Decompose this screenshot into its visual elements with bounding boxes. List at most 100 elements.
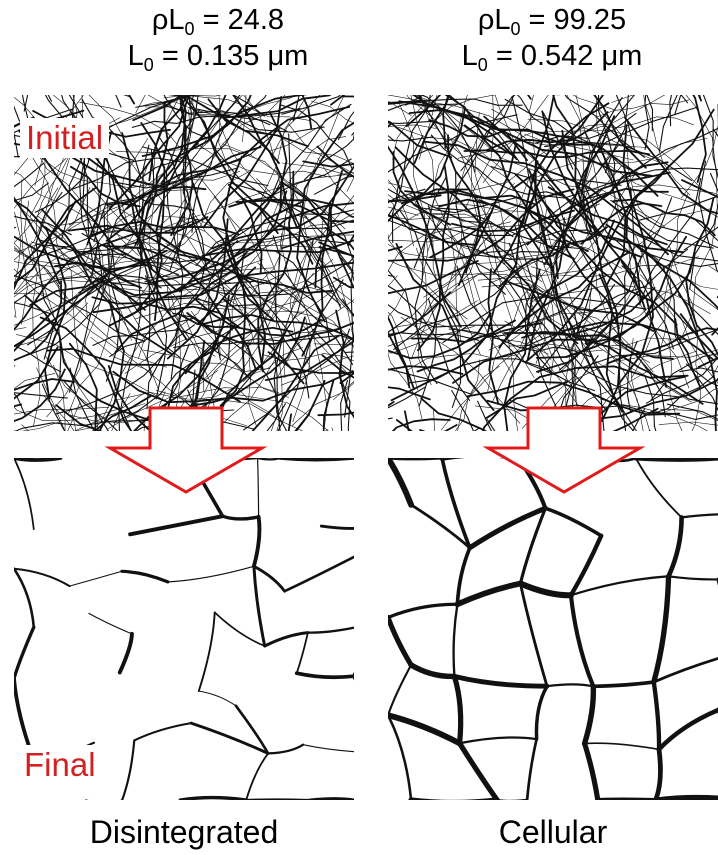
fiber-strand	[121, 132, 211, 261]
fiber-strand	[388, 136, 433, 142]
fiber-strand	[140, 122, 166, 321]
fiber-strand	[184, 95, 206, 232]
fiber-strand	[78, 274, 162, 294]
fiber-strand	[131, 114, 288, 132]
fiber-strand	[388, 100, 412, 116]
fiber-strand	[533, 166, 594, 272]
fiber-strand	[243, 95, 316, 339]
fiber-strand	[388, 386, 431, 401]
fiber-strand	[388, 300, 478, 347]
fiber-strand	[208, 239, 239, 361]
fiber-strand	[405, 95, 442, 127]
fiber-strand	[398, 101, 428, 292]
fiber-strand	[218, 95, 231, 173]
fiber-strand	[584, 197, 715, 345]
right-density-label: ρL0 = 99.25	[477, 4, 627, 39]
fiber-strand	[14, 196, 61, 285]
fiber-strand	[388, 188, 521, 214]
fiber-strand	[44, 95, 69, 125]
fiber-strand	[526, 95, 532, 100]
fiber-strand	[264, 340, 354, 381]
fiber-strand	[165, 243, 255, 343]
fiber-strand	[388, 188, 426, 204]
fiber-strand	[222, 143, 346, 230]
fiber-strand	[632, 184, 718, 195]
network-edge	[189, 721, 270, 755]
network-edge	[198, 690, 237, 707]
fiber-strand	[639, 250, 718, 267]
fiber-strand	[75, 218, 199, 253]
fiber-strand	[604, 95, 629, 174]
fiber-strand	[227, 183, 314, 265]
fiber-strand	[83, 95, 222, 133]
fiber-strand	[626, 340, 638, 414]
fiber-strand	[420, 397, 488, 431]
fiber-strand	[79, 102, 237, 232]
network-edge	[568, 593, 596, 689]
network-edge	[666, 515, 684, 579]
network-edge	[388, 663, 413, 717]
fiber-strand	[67, 402, 81, 431]
fiber-strand	[68, 342, 98, 431]
network-edge	[595, 797, 658, 800]
fiber-strand	[473, 428, 479, 431]
fiber-strand	[388, 214, 475, 246]
fiber-strand	[388, 120, 453, 159]
network-edge	[458, 736, 538, 745]
network-edge	[569, 575, 670, 597]
network-edge	[14, 567, 71, 588]
network-edge	[245, 752, 270, 800]
fiber-strand	[91, 296, 241, 329]
left-initial-network	[14, 95, 354, 431]
fiber-strand	[410, 95, 462, 345]
fiber-strand	[430, 95, 468, 198]
fiber-strand	[530, 138, 708, 181]
fiber-strand	[23, 95, 29, 112]
fiber-strand	[472, 234, 622, 269]
fiber-strand	[524, 256, 552, 372]
fiber-strand	[14, 421, 60, 431]
fiber-strand	[142, 146, 269, 187]
fiber-strand	[190, 310, 289, 398]
fiber-strand	[488, 307, 612, 351]
fiber-strand	[139, 289, 218, 431]
fiber-strand	[92, 190, 288, 314]
left-length-label: L0 = 0.135 μm	[127, 40, 309, 75]
fiber-strand	[340, 379, 349, 431]
fiber-strand	[561, 318, 616, 372]
fiber-strand	[542, 112, 695, 334]
fiber-strand	[388, 98, 523, 112]
network-edge	[388, 458, 444, 461]
network-edge	[409, 503, 472, 550]
fiber-strand	[616, 225, 718, 262]
fiber-strand	[324, 226, 354, 251]
fiber-strand	[535, 285, 711, 314]
fiber-strand	[318, 246, 354, 257]
network-edge	[388, 614, 414, 668]
fiber-strand	[219, 284, 247, 407]
left-caption: Disintegrated	[89, 814, 279, 850]
network-edge	[634, 458, 683, 519]
fiber-strand	[211, 164, 354, 250]
fiber-strand	[170, 386, 279, 399]
fiber-strand	[115, 95, 122, 108]
fiber-strand	[534, 112, 637, 144]
fiber-strand	[658, 421, 718, 426]
fiber-strand	[388, 100, 462, 106]
fiber-strand	[643, 95, 691, 196]
fiber-strand	[123, 95, 132, 98]
fiber-strand	[120, 208, 232, 284]
fiber-strand	[689, 95, 718, 290]
fiber-strand	[418, 95, 438, 160]
fiber-strand	[457, 365, 500, 431]
fiber-strand	[638, 195, 718, 221]
fiber-strand	[67, 224, 252, 284]
fiber-strand	[514, 173, 620, 329]
fiber-strand	[217, 284, 243, 357]
fiber-strand	[216, 113, 308, 219]
fiber-strand	[388, 203, 525, 240]
network-edge	[440, 458, 472, 550]
fiber-strand	[14, 211, 22, 319]
fiber-strand	[34, 142, 92, 213]
fiber-strand	[582, 185, 628, 349]
